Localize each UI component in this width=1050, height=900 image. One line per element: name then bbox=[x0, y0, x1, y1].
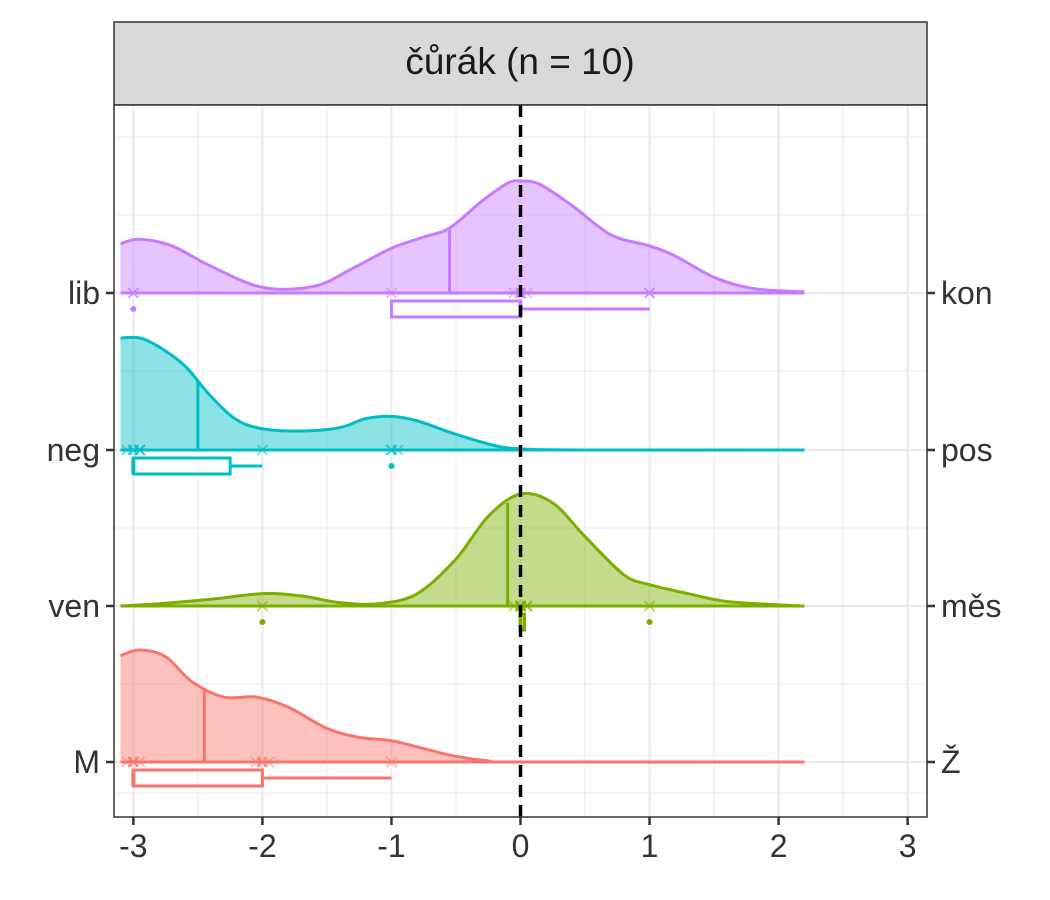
data-point bbox=[256, 600, 269, 612]
data-point bbox=[385, 756, 398, 768]
data-point bbox=[643, 600, 656, 612]
axes: lib kon neg pos ven měs M Ž -3 -2 -1 0 1 2 3 bbox=[47, 275, 1002, 864]
strip-title: čůrák (n = 10) bbox=[405, 41, 634, 82]
data-point bbox=[521, 287, 533, 299]
y-tick-label-right: měs bbox=[941, 588, 1001, 624]
y-tick-label-left: M bbox=[73, 744, 100, 780]
data-point bbox=[392, 444, 404, 456]
x-tick-label: 2 bbox=[770, 828, 788, 864]
series-M bbox=[119, 648, 805, 788]
density-line bbox=[120, 491, 805, 608]
box-outlier bbox=[130, 306, 137, 312]
density-line bbox=[120, 179, 805, 294]
facet-strip: čůrák (n = 10) bbox=[113, 21, 928, 106]
data-point bbox=[134, 444, 146, 456]
box-outlier bbox=[259, 619, 266, 625]
x-tick-label: 0 bbox=[512, 828, 530, 864]
density-fill bbox=[120, 180, 805, 293]
data-point bbox=[385, 287, 398, 299]
data-point bbox=[256, 444, 269, 456]
box-outlier bbox=[646, 619, 653, 625]
y-tick-label-left: lib bbox=[68, 275, 100, 311]
x-tick-label: -3 bbox=[119, 828, 147, 864]
density-fill bbox=[120, 649, 805, 763]
x-tick-label: -2 bbox=[248, 828, 276, 864]
y-tick-label-right: kon bbox=[941, 275, 993, 311]
data-point bbox=[127, 287, 139, 299]
y-tick-label-right: pos bbox=[941, 432, 993, 468]
series-lib bbox=[120, 179, 805, 319]
x-tick-label: -1 bbox=[377, 828, 405, 864]
y-tick-label-right: Ž bbox=[941, 744, 961, 780]
x-tick-label: 1 bbox=[641, 828, 659, 864]
data-point bbox=[263, 756, 275, 768]
data-point bbox=[643, 287, 656, 299]
data-point bbox=[521, 600, 533, 612]
y-tick-label-left: ven bbox=[48, 588, 100, 624]
density-fill bbox=[120, 337, 805, 451]
data-point bbox=[134, 756, 146, 768]
strip-background bbox=[113, 21, 928, 106]
y-tick-label-left: neg bbox=[47, 432, 100, 468]
density-fill bbox=[120, 493, 805, 606]
x-tick-label: 3 bbox=[899, 828, 917, 864]
box-outlier bbox=[388, 463, 395, 469]
